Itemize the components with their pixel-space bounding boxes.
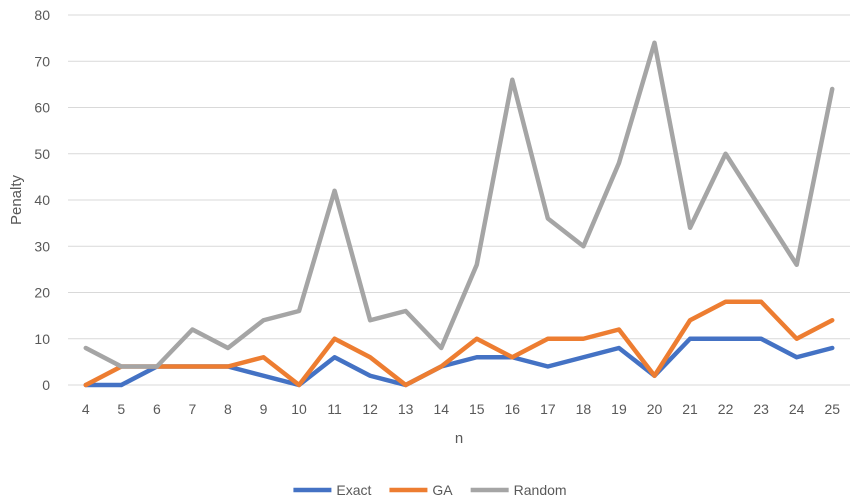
legend-item-ga: GA <box>389 482 453 498</box>
x-tick-label: 11 <box>327 401 342 417</box>
x-tick-label: 7 <box>189 401 197 417</box>
x-tick-label: 19 <box>611 401 627 417</box>
x-tick-label: 20 <box>647 401 663 417</box>
x-tick-label: 14 <box>433 401 449 417</box>
x-tick-label: 24 <box>789 401 805 417</box>
gridlines <box>68 14 850 386</box>
x-tick-label: 9 <box>260 401 268 417</box>
y-tick-label: 60 <box>34 100 50 116</box>
legend-label: Random <box>514 482 567 498</box>
x-axis-title: n <box>455 430 463 447</box>
y-tick-label: 10 <box>34 331 50 347</box>
y-tick-label: 0 <box>42 377 50 393</box>
y-tick-label: 70 <box>34 53 50 69</box>
y-axis-title: Penalty <box>8 174 25 225</box>
x-tick-label: 8 <box>224 401 232 417</box>
legend-item-exact: Exact <box>293 482 372 498</box>
legend-label: GA <box>432 482 453 498</box>
x-tick-label: 21 <box>682 401 698 417</box>
y-tick-label: 30 <box>34 238 50 254</box>
y-tick-label: 40 <box>34 192 50 208</box>
x-tick-label: 10 <box>291 401 307 417</box>
legend-item-random: Random <box>470 482 567 498</box>
x-tick-label: 25 <box>824 401 840 417</box>
y-tick-label: 50 <box>34 146 50 162</box>
x-tick-label: 13 <box>398 401 414 417</box>
series-line-exact <box>83 336 835 388</box>
x-tick-label: 22 <box>718 401 734 417</box>
x-tick-label: 23 <box>753 401 769 417</box>
y-tick-label: 20 <box>34 285 50 301</box>
x-tick-label: 17 <box>540 401 556 417</box>
y-axis-ticks: 0 10 20 30 40 50 60 70 80 <box>34 7 50 393</box>
x-axis-ticks: 4 5 6 7 8 9 10 11 12 13 14 15 16 17 18 19 20 21 22 23 24 25 <box>82 401 840 417</box>
y-tick-label: 80 <box>34 7 50 23</box>
x-tick-label: 5 <box>117 401 125 417</box>
series-lines <box>83 40 835 388</box>
legend-label: Exact <box>336 482 371 498</box>
x-tick-label: 15 <box>469 401 485 417</box>
x-tick-label: 16 <box>505 401 521 417</box>
x-tick-label: 4 <box>82 401 90 417</box>
x-tick-label: 18 <box>576 401 592 417</box>
x-tick-label: 12 <box>362 401 378 417</box>
series-line-ga <box>83 299 835 388</box>
series-line-random <box>83 40 835 369</box>
legend: Exact GA Random <box>293 482 567 498</box>
x-tick-label: 6 <box>153 401 161 417</box>
